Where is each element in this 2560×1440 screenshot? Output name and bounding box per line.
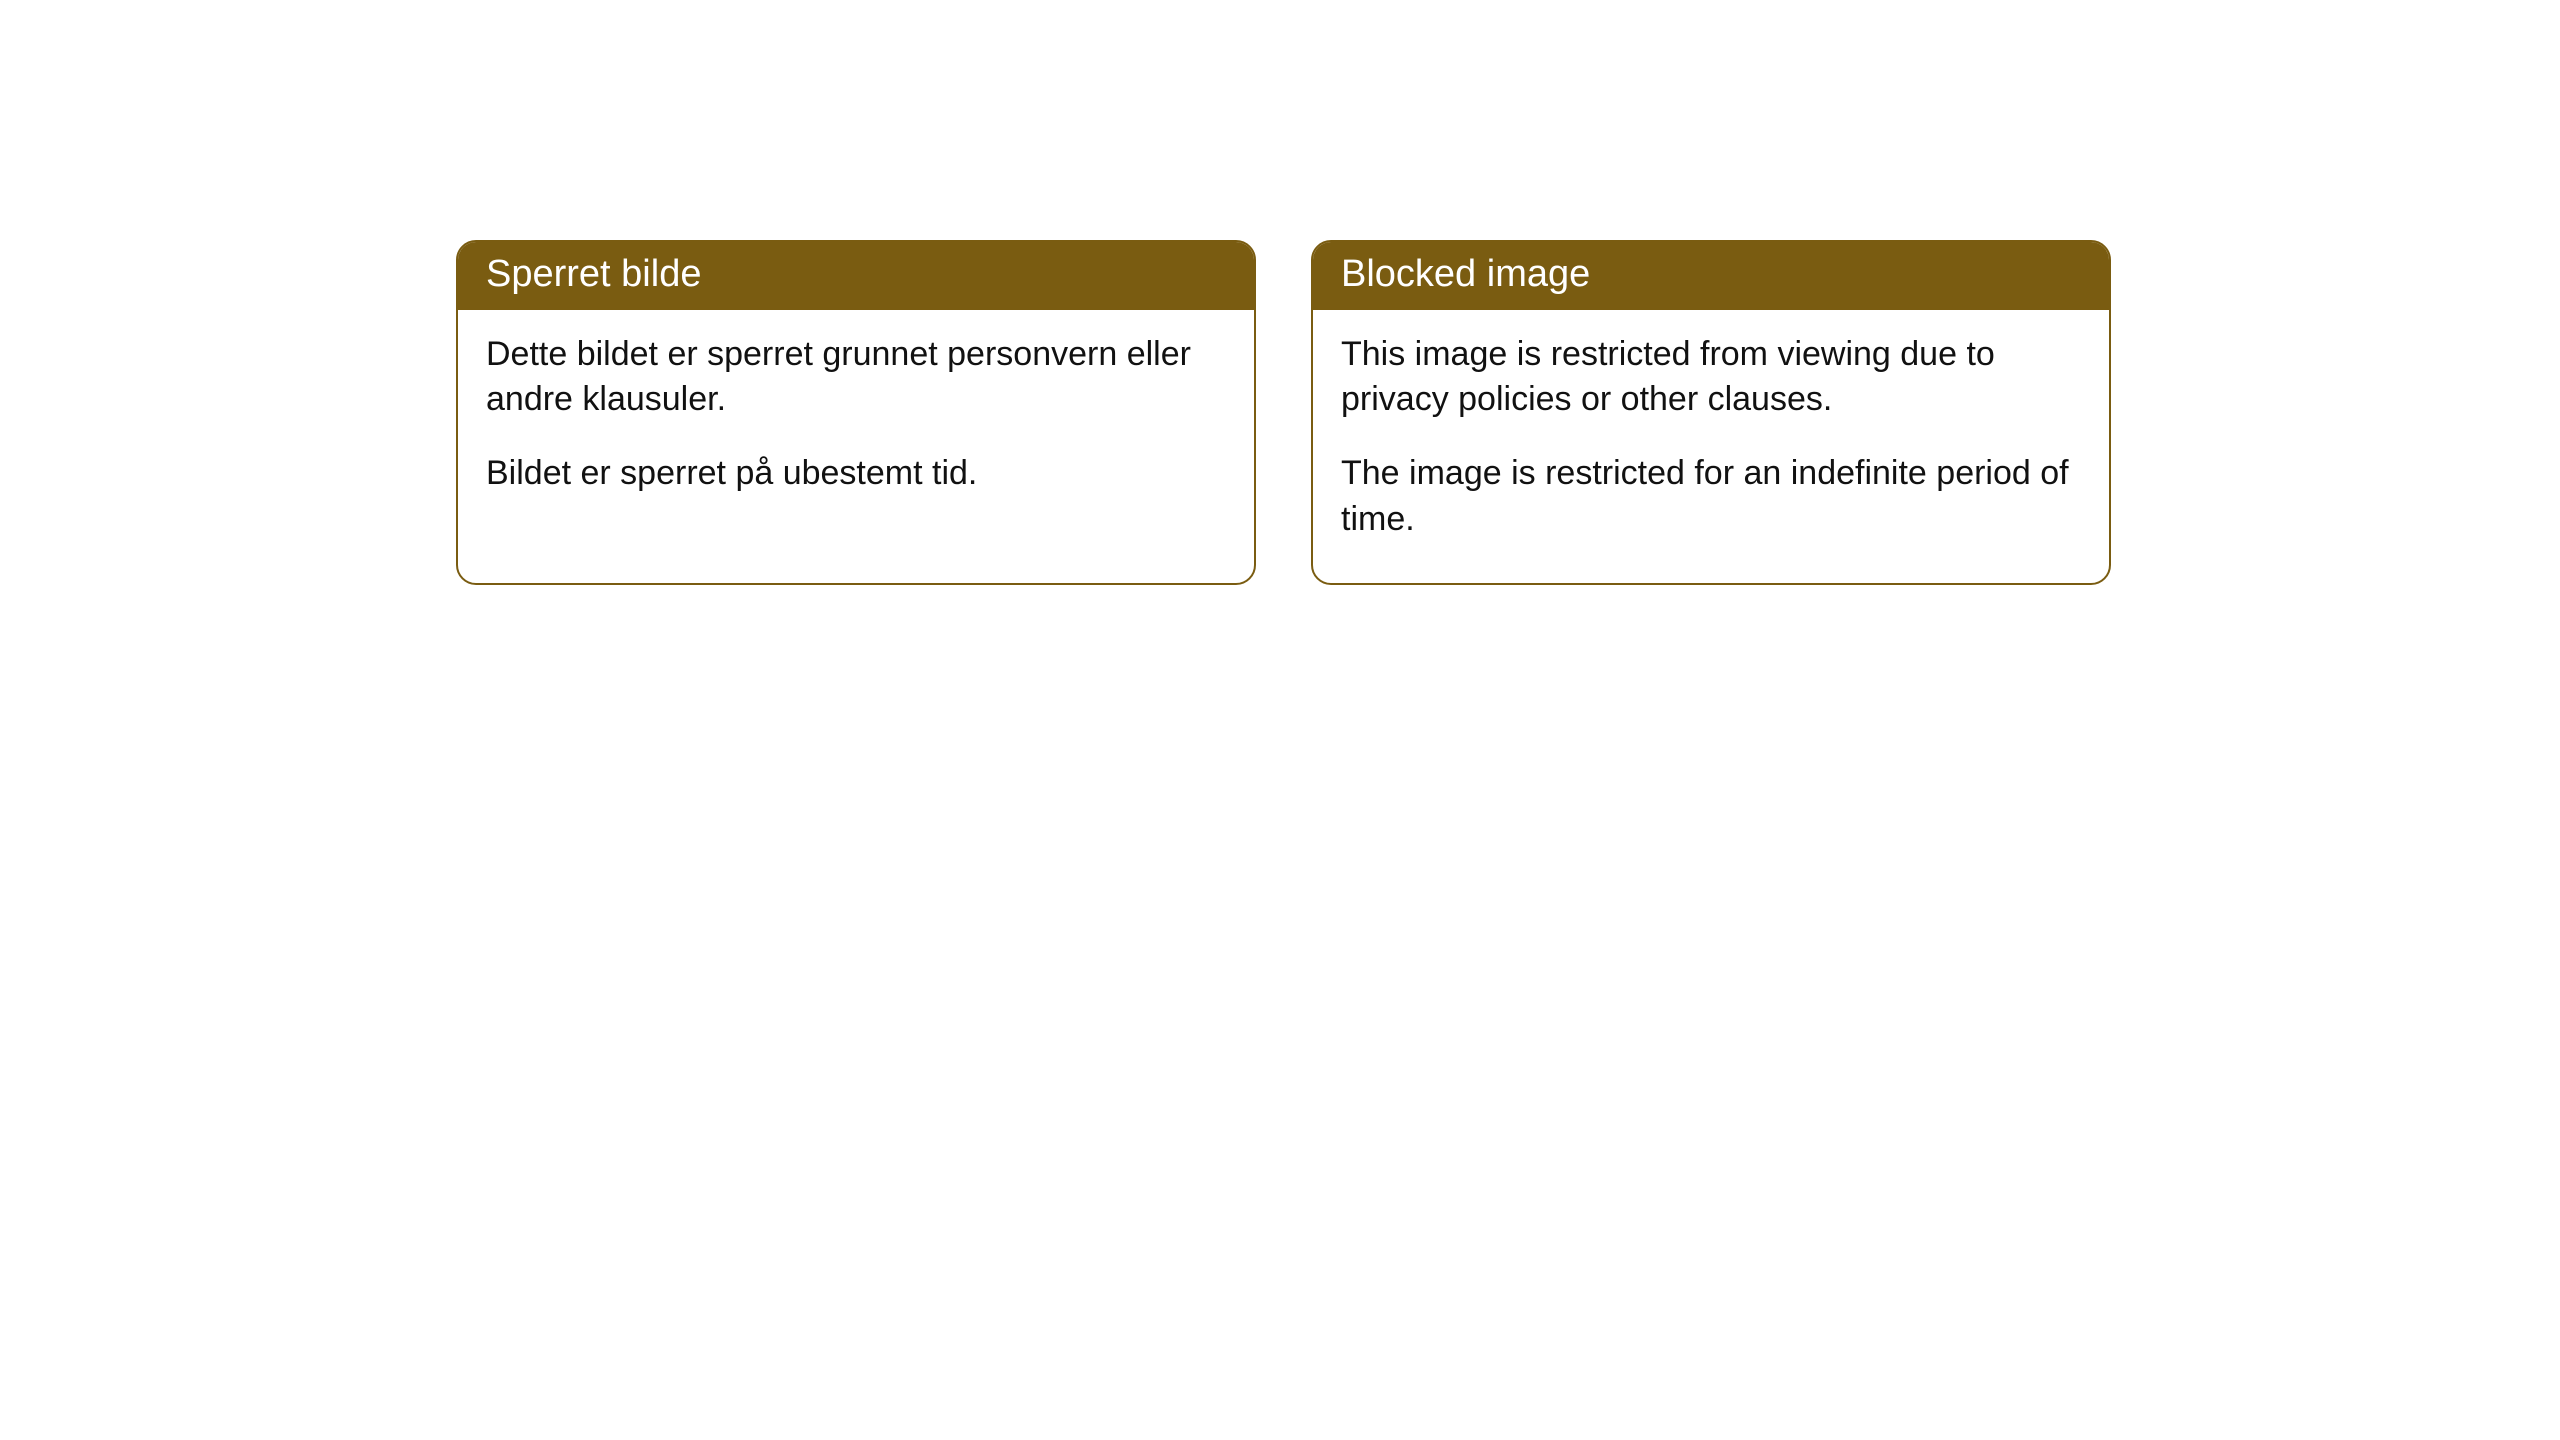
card-header-norwegian: Sperret bilde [458, 242, 1254, 310]
card-paragraph-1: This image is restricted from viewing du… [1341, 332, 2081, 424]
cards-container: Sperret bilde Dette bildet er sperret gr… [456, 240, 2111, 585]
card-body-norwegian: Dette bildet er sperret grunnet personve… [458, 310, 1254, 538]
card-english: Blocked image This image is restricted f… [1311, 240, 2111, 585]
card-paragraph-1: Dette bildet er sperret grunnet personve… [486, 332, 1226, 424]
card-header-english: Blocked image [1313, 242, 2109, 310]
card-norwegian: Sperret bilde Dette bildet er sperret gr… [456, 240, 1256, 585]
card-paragraph-2: The image is restricted for an indefinit… [1341, 451, 2081, 543]
card-body-english: This image is restricted from viewing du… [1313, 310, 2109, 584]
card-paragraph-2: Bildet er sperret på ubestemt tid. [486, 451, 1226, 497]
